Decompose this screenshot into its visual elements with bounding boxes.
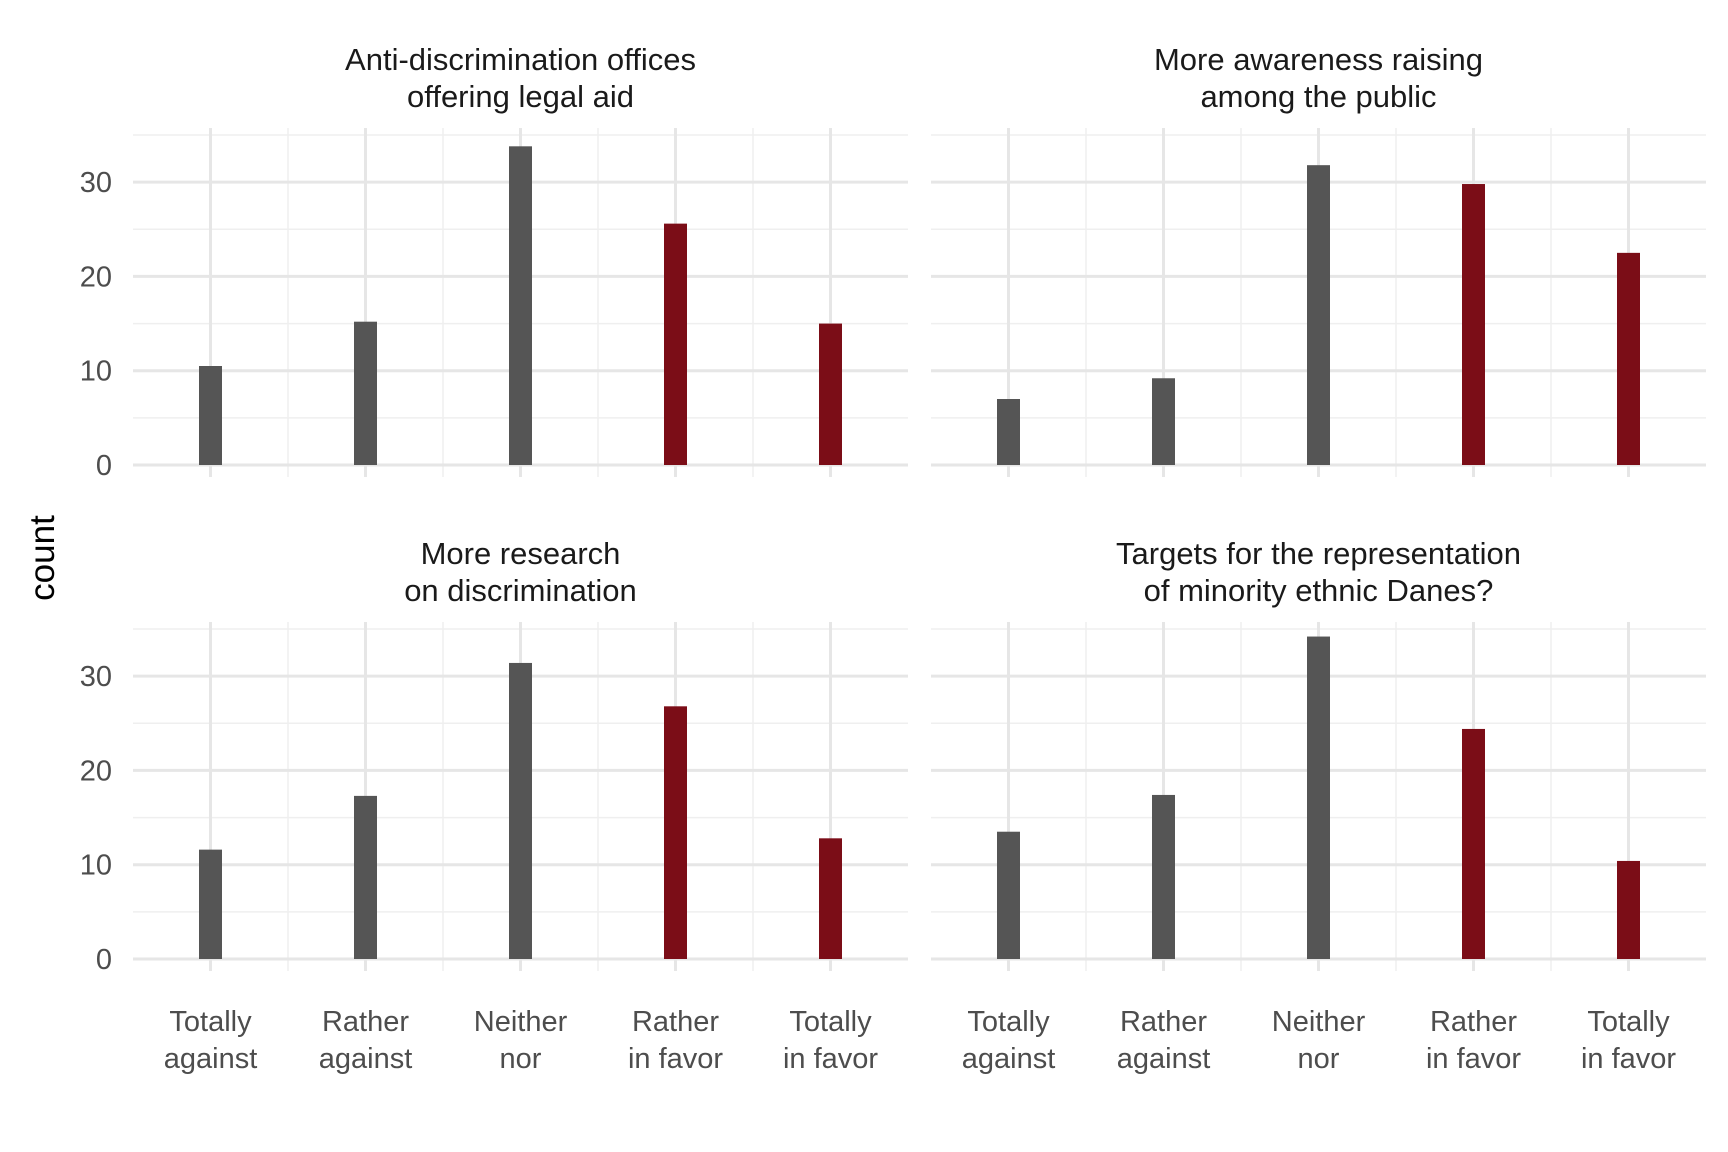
bar-panel3-cat4 xyxy=(664,706,687,959)
panel-2-title: More awareness raising among the public xyxy=(1154,42,1483,114)
bar-panel2-cat5 xyxy=(1617,252,1640,465)
panel-title-line: offering legal aid xyxy=(407,79,634,114)
y-axis-title: count xyxy=(23,515,62,601)
panel-1-title: Anti-discrimination offices offering lega… xyxy=(345,42,696,114)
y-tick-label-0: 0 xyxy=(96,944,112,976)
bar-panel2-cat2 xyxy=(1152,378,1175,465)
x-tick-label-line: Neither xyxy=(1272,1006,1366,1038)
bar-panel1-cat4 xyxy=(664,223,687,465)
x-tick-label-4: Rather in favor xyxy=(1426,1006,1521,1075)
bar-panel4-cat1 xyxy=(997,831,1020,959)
x-tick-label-line: Neither xyxy=(474,1006,568,1038)
panel-3-title: More research on discrimination xyxy=(404,536,637,608)
x-tick-label-line: Rather xyxy=(1120,1006,1207,1038)
x-tick-label-1: Totally against xyxy=(164,1006,258,1075)
bar-panel3-cat3 xyxy=(509,662,532,959)
x-tick-label-line: in favor xyxy=(628,1043,723,1075)
x-tick-label-5: Totally in favor xyxy=(783,1006,878,1075)
bar-panel1-cat1 xyxy=(199,366,222,465)
x-tick-label-line: against xyxy=(962,1043,1056,1075)
x-tick-label-2: Rather against xyxy=(319,1006,413,1075)
x-tick-label-3: Neither nor xyxy=(1272,1006,1366,1075)
y-tick-label-10: 10 xyxy=(80,850,112,882)
x-tick-label-5: Totally in favor xyxy=(1581,1006,1676,1075)
x-tick-label-line: against xyxy=(1117,1043,1211,1075)
bar-panel4-cat3 xyxy=(1307,636,1330,959)
panel-title-line: More research xyxy=(421,536,621,571)
x-tick-label-line: nor xyxy=(500,1043,542,1075)
panel-title-line: More awareness raising xyxy=(1154,42,1483,77)
x-tick-label-line: nor xyxy=(1298,1043,1340,1075)
bar-panel1-cat3 xyxy=(509,146,532,466)
x-tick-label-line: in favor xyxy=(1581,1043,1676,1075)
x-tick-label-line: against xyxy=(164,1043,258,1075)
x-tick-label-line: against xyxy=(319,1043,413,1075)
y-tick-label-30: 30 xyxy=(80,167,112,199)
panel-1-bars xyxy=(199,146,842,466)
x-tick-label-line: Totally xyxy=(789,1006,872,1038)
y-tick-label-20: 20 xyxy=(80,755,112,787)
x-tick-label-line: Rather xyxy=(1430,1006,1517,1038)
x-tick-label-1: Totally against xyxy=(962,1006,1056,1075)
bar-panel2-cat4 xyxy=(1462,184,1485,465)
x-tick-label-line: Rather xyxy=(322,1006,409,1038)
bar-panel2-cat1 xyxy=(997,399,1020,465)
x-tick-label-line: Rather xyxy=(632,1006,719,1038)
x-tick-label-line: Totally xyxy=(967,1006,1050,1038)
bar-panel1-cat5 xyxy=(819,323,842,465)
x-tick-label-3: Neither nor xyxy=(474,1006,568,1075)
text-layer: Anti-discrimination offices offering lega… xyxy=(23,42,1676,1075)
x-tick-label-line: in favor xyxy=(783,1043,878,1075)
y-tick-label-0: 0 xyxy=(96,450,112,482)
bar-panel4-cat5 xyxy=(1617,860,1640,959)
bar-panel2-cat3 xyxy=(1307,165,1330,465)
panel-title-line: Targets for the representation xyxy=(1116,536,1521,571)
bar-panel4-cat4 xyxy=(1462,728,1485,959)
panel-title-line: among the public xyxy=(1200,79,1436,114)
bar-panel3-cat2 xyxy=(354,795,377,959)
panel-3-bars xyxy=(199,662,842,959)
bar-panel1-cat2 xyxy=(354,321,377,465)
panel-title-line: Anti-discrimination offices xyxy=(345,42,696,77)
y-tick-label-30: 30 xyxy=(80,661,112,693)
y-tick-label-20: 20 xyxy=(80,261,112,293)
x-tick-label-2: Rather against xyxy=(1117,1006,1211,1075)
bar-panel3-cat1 xyxy=(199,849,222,959)
panel-4-title: Targets for the representation of minorit… xyxy=(1116,536,1521,608)
panel-title-line: of minority ethnic Danes? xyxy=(1144,573,1494,608)
bar-panel3-cat5 xyxy=(819,838,842,959)
bar-panel4-cat2 xyxy=(1152,794,1175,959)
y-tick-label-10: 10 xyxy=(80,356,112,388)
x-tick-label-line: in favor xyxy=(1426,1043,1521,1075)
x-tick-label-line: Totally xyxy=(169,1006,252,1038)
bar-layer xyxy=(199,146,1640,959)
panel-title-line: on discrimination xyxy=(404,573,637,608)
x-tick-label-4: Rather in favor xyxy=(628,1006,723,1075)
panel-2-bars xyxy=(997,165,1640,465)
panel-4-bars xyxy=(997,636,1640,959)
x-tick-label-line: Totally xyxy=(1587,1006,1670,1038)
